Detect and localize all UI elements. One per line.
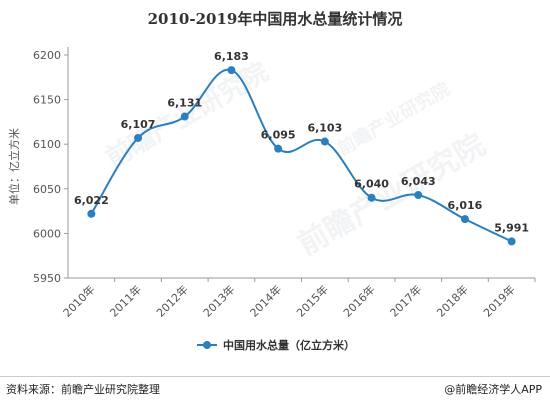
data-label: 5,991 [494, 221, 529, 234]
data-point [367, 193, 376, 202]
data-point [320, 137, 329, 146]
footer: 资料来源：前瞻产业研究院整理 @前瞻经济学人APP [0, 376, 550, 401]
legend-marker-swatch [203, 341, 211, 349]
x-tick-label: 2015年 [293, 282, 330, 319]
data-label: 6,043 [401, 175, 436, 188]
x-tick-label: 2019年 [480, 282, 517, 319]
data-point [460, 215, 469, 224]
data-label: 6,016 [448, 199, 483, 212]
x-tick-label: 2017年 [387, 282, 424, 319]
data-label: 6,040 [354, 178, 389, 191]
data-point [87, 209, 96, 218]
data-point [227, 66, 236, 75]
data-label: 6,131 [167, 97, 202, 110]
data-point [180, 112, 189, 121]
data-point [507, 237, 516, 246]
source-note: 资料来源：前瞻产业研究院整理 [6, 383, 160, 396]
y-tick-label: 6150 [33, 94, 61, 107]
y-tick-label: 6200 [33, 49, 61, 62]
y-tick-label: 6100 [33, 138, 61, 151]
x-tick-label: 2018年 [434, 282, 471, 319]
x-tick-label: 2010年 [60, 282, 97, 319]
data-label: 6,107 [121, 118, 156, 131]
line-chart: 5950 6000 6050 6100 6150 6200 单位：亿立方米 2010年 2011… [7, 47, 536, 352]
x-tick-label: 2011年 [107, 282, 144, 319]
data-label: 6,022 [74, 194, 109, 207]
x-tick-label: 2013年 [200, 282, 237, 319]
data-point [414, 191, 423, 200]
y-tick-label: 6000 [33, 227, 61, 240]
series-line [90, 68, 513, 243]
data-point [274, 144, 283, 153]
data-point [134, 133, 143, 142]
data-label: 6,183 [214, 50, 249, 63]
y-tick-label: 5950 [33, 272, 61, 285]
x-tick-label: 2016年 [340, 282, 377, 319]
chart-title: 2010-2019年中国用水总量统计情况 [147, 10, 403, 28]
data-label: 6,103 [307, 122, 342, 135]
brand-credit: @前瞻经济学人APP [444, 383, 542, 396]
y-axis-label: 单位：亿立方米 [7, 128, 21, 205]
x-tick-label: 2014年 [247, 282, 284, 319]
data-label: 6,095 [261, 129, 296, 142]
y-tick-label: 6050 [33, 183, 61, 196]
legend-label: 中国用水总量（亿立方米） [223, 338, 355, 352]
x-tick-label: 2012年 [153, 282, 190, 319]
